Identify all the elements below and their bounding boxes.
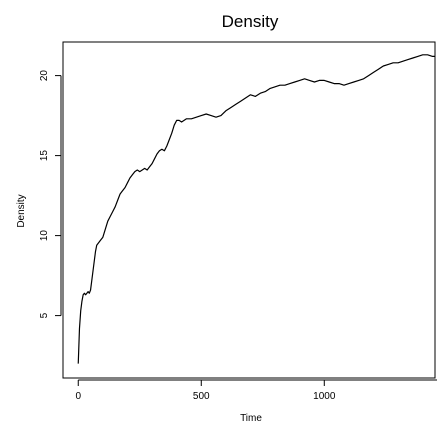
y-tick-label: 20	[39, 70, 50, 82]
y-axis-title: Density	[16, 194, 27, 227]
x-axis-title: Time	[240, 413, 262, 424]
x-tick-label: 500	[193, 391, 210, 402]
density-series-line	[77, 54, 435, 364]
chart-title: Density	[222, 12, 279, 31]
x-tick-label: 1000	[313, 391, 336, 402]
y-tick-label: 5	[39, 312, 50, 318]
x-tick-label: 0	[75, 391, 81, 402]
x-axis: 05001000150	[75, 379, 437, 402]
y-axis: 5 10 15 20	[39, 70, 62, 318]
y-tick-label: 15	[39, 150, 50, 162]
y-tick-label: 10	[39, 230, 50, 242]
plot-frame	[62, 41, 436, 379]
